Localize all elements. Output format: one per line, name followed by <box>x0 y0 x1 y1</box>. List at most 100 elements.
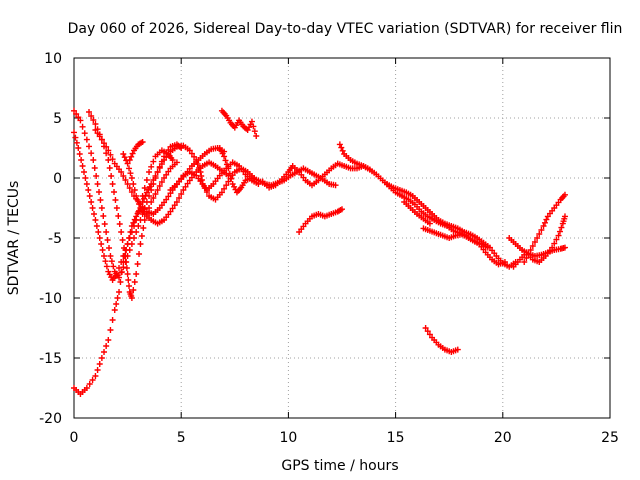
data-point <box>118 169 125 175</box>
data-point <box>538 227 545 233</box>
data-point <box>188 150 195 157</box>
data-point <box>107 253 114 259</box>
data-point <box>126 185 133 191</box>
data-point <box>336 141 343 148</box>
y-tick-label: -5 <box>48 231 62 247</box>
data-point <box>103 143 110 150</box>
data-point <box>156 183 163 189</box>
data-point <box>122 253 129 259</box>
data-point <box>92 373 99 379</box>
data-point <box>173 159 180 166</box>
y-tick-label: -15 <box>39 351 62 367</box>
data-point <box>92 121 99 127</box>
data-point <box>165 193 172 200</box>
data-point <box>161 175 168 181</box>
data-point <box>129 150 136 157</box>
data-point <box>81 169 88 175</box>
data-point <box>558 224 565 231</box>
data-point <box>75 114 82 121</box>
data-point <box>123 259 130 265</box>
data-point <box>98 241 105 247</box>
x-axis-label: GPS time / hours <box>281 458 398 474</box>
data-point <box>88 150 95 157</box>
data-point <box>523 255 530 261</box>
data-point <box>130 181 137 187</box>
data-point <box>121 154 128 161</box>
data-point <box>106 165 113 171</box>
data-point <box>120 264 127 271</box>
data-point <box>120 151 127 157</box>
data-series <box>71 107 568 397</box>
data-point <box>133 229 140 235</box>
data-point <box>454 346 461 353</box>
series-track-i <box>167 165 258 203</box>
data-point <box>150 177 157 183</box>
data-point <box>154 169 161 175</box>
data-point <box>154 187 161 193</box>
data-point <box>86 381 93 387</box>
data-point <box>83 181 90 187</box>
data-point <box>100 213 107 219</box>
data-point <box>221 185 228 192</box>
y-tick-label: 5 <box>53 111 62 127</box>
data-point <box>114 295 121 301</box>
data-point <box>223 161 230 168</box>
x-tick-label: 10 <box>279 430 297 446</box>
data-point <box>113 301 120 307</box>
data-point <box>111 189 118 195</box>
data-point <box>124 160 131 167</box>
data-point <box>141 185 148 191</box>
data-point <box>105 157 112 163</box>
data-point <box>131 235 138 241</box>
data-point <box>126 165 133 172</box>
data-point <box>126 247 133 253</box>
data-point <box>115 213 122 219</box>
data-point <box>551 240 558 247</box>
data-point <box>366 166 373 173</box>
data-point <box>116 265 123 271</box>
data-point <box>203 189 210 195</box>
data-point <box>540 223 547 229</box>
data-point <box>221 153 228 160</box>
data-point <box>109 317 116 323</box>
data-point <box>128 241 135 247</box>
data-point <box>124 271 131 277</box>
data-point <box>527 247 534 253</box>
data-point <box>163 196 170 203</box>
data-point <box>89 205 96 211</box>
data-point <box>133 271 140 277</box>
data-point <box>116 274 123 281</box>
data-point <box>72 134 79 141</box>
series-track-o <box>384 181 519 270</box>
data-point <box>77 117 84 124</box>
data-point <box>91 211 98 217</box>
data-point <box>531 239 538 245</box>
data-point <box>146 169 153 175</box>
x-tick-label: 5 <box>177 430 186 446</box>
data-point <box>101 253 108 259</box>
data-point <box>196 165 203 171</box>
data-point <box>134 261 141 267</box>
data-point <box>111 307 118 313</box>
data-point <box>97 197 104 203</box>
data-point <box>148 181 155 187</box>
data-point <box>178 191 185 197</box>
data-point <box>248 118 255 125</box>
series-track-m <box>336 141 373 173</box>
grid-lines <box>74 58 610 418</box>
data-point <box>125 277 132 283</box>
data-point <box>98 136 105 143</box>
data-point <box>89 377 96 383</box>
series-track-l <box>259 160 508 268</box>
data-point <box>534 235 541 241</box>
chart-title: Day 060 of 2026, Sidereal Day-to-day VTE… <box>68 21 623 37</box>
data-point <box>92 217 99 223</box>
data-point <box>173 199 180 205</box>
data-point <box>94 181 101 187</box>
y-tick-label: -20 <box>39 411 62 427</box>
data-point <box>167 208 174 215</box>
data-point <box>142 192 149 199</box>
data-point <box>110 263 117 270</box>
data-point <box>99 247 106 253</box>
series-track-p <box>420 225 491 251</box>
